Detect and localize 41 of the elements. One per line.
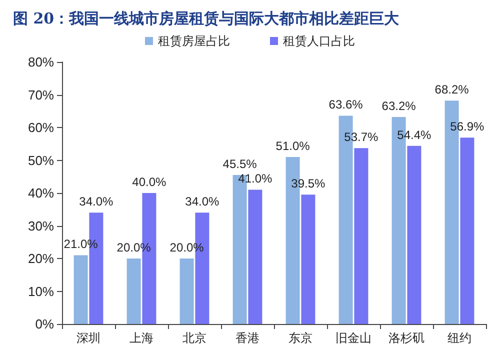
y-tick-label: 60% bbox=[28, 120, 54, 135]
y-tick-label: 20% bbox=[28, 251, 54, 266]
data-label: 41.0% bbox=[238, 172, 273, 186]
y-tick-label: 0% bbox=[35, 316, 54, 332]
y-tick-label: 10% bbox=[28, 284, 54, 299]
x-tick-label: 东京 bbox=[288, 331, 312, 345]
legend-label: 租赁房屋占比 bbox=[158, 34, 230, 48]
data-label: 34.0% bbox=[185, 194, 220, 209]
y-tick-label: 80% bbox=[28, 54, 54, 70]
bar bbox=[180, 258, 194, 324]
data-label: 53.7% bbox=[344, 130, 379, 144]
x-tick-label: 洛杉矶 bbox=[388, 331, 424, 345]
chart-title: 图 20：我国一线城市房屋租赁与国际大都市相比差距巨大 bbox=[13, 10, 400, 28]
bar bbox=[248, 190, 262, 324]
legend-label: 租赁人口占比 bbox=[283, 34, 355, 48]
x-tick-label: 纽约 bbox=[448, 331, 472, 345]
x-tick-label: 旧金山 bbox=[336, 331, 372, 345]
x-tick-label: 深圳 bbox=[76, 331, 100, 345]
data-label: 56.9% bbox=[450, 120, 485, 134]
data-label: 39.5% bbox=[291, 176, 326, 191]
data-label: 51.0% bbox=[276, 138, 310, 153]
bar bbox=[301, 194, 316, 324]
y-tick-label: 40% bbox=[28, 186, 54, 200]
data-label: 68.2% bbox=[434, 82, 470, 97]
data-label: 34.0% bbox=[79, 194, 114, 209]
x-tick-label: 香港 bbox=[236, 331, 260, 345]
data-label: 45.5% bbox=[222, 156, 258, 171]
bar bbox=[460, 138, 474, 324]
data-label: 40.0% bbox=[132, 175, 167, 189]
x-tick-label: 上海 bbox=[130, 331, 154, 345]
bar bbox=[74, 255, 88, 324]
bar bbox=[126, 258, 141, 324]
bar bbox=[354, 148, 368, 324]
y-tick-label: 70% bbox=[28, 87, 54, 102]
data-label: 54.4% bbox=[397, 128, 432, 142]
y-tick-label: 50% bbox=[28, 152, 54, 168]
data-label: 63.6% bbox=[328, 98, 364, 112]
x-tick-label: 北京 bbox=[182, 331, 206, 345]
data-label: 63.2% bbox=[382, 99, 416, 114]
bar bbox=[407, 146, 422, 324]
y-tick-label: 30% bbox=[28, 218, 54, 234]
